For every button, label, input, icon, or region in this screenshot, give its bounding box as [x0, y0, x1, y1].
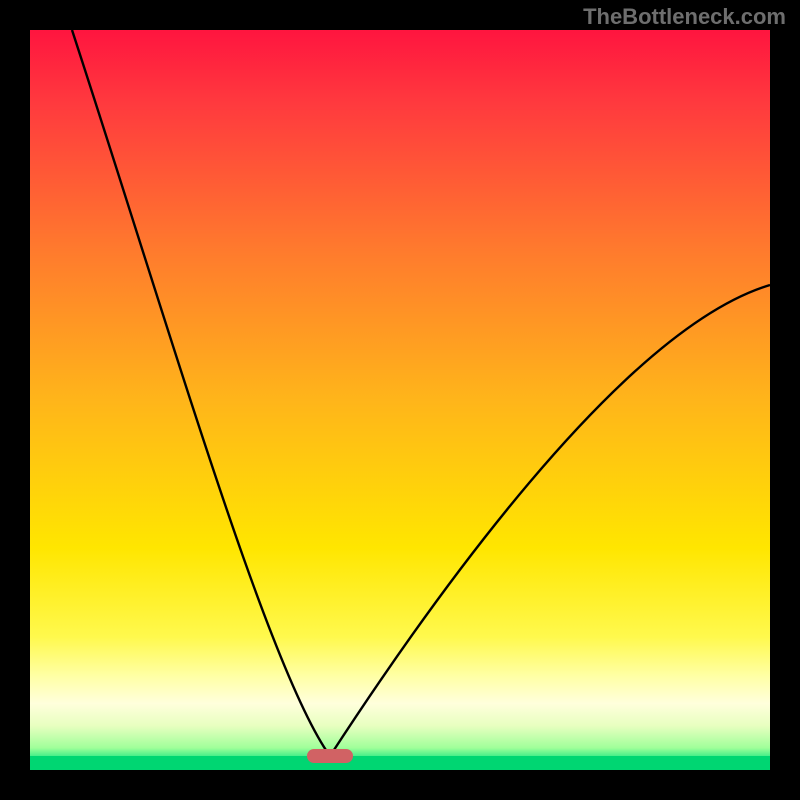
watermark-text: TheBottleneck.com: [583, 4, 786, 30]
curve-right-branch: [330, 285, 770, 756]
bottleneck-marker: [307, 749, 353, 763]
bottleneck-curve: [30, 30, 770, 770]
curve-left-branch: [72, 30, 330, 756]
